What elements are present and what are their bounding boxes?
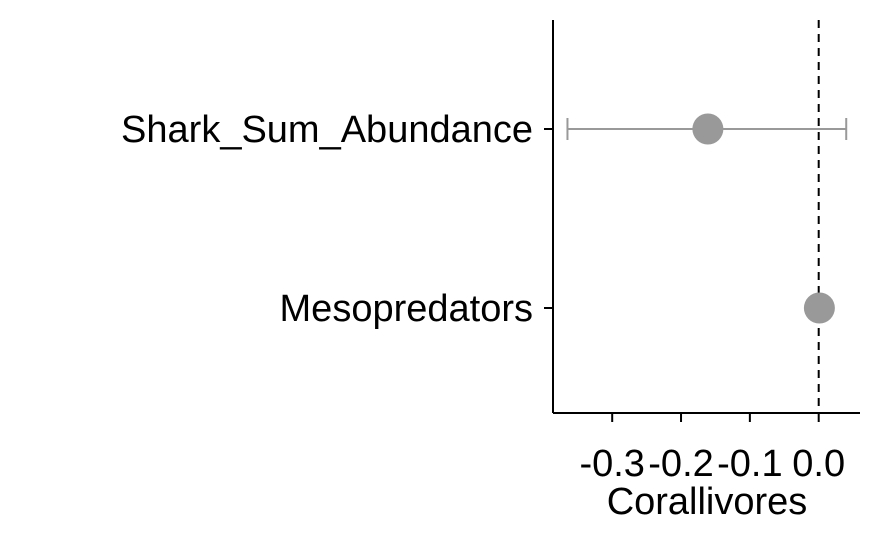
point-layer	[692, 113, 835, 324]
y-tick-label: Mesopredators	[280, 288, 533, 330]
x-tick-label: 0.0	[792, 443, 845, 485]
x-tick-label: -0.1	[717, 443, 782, 485]
x-tick-label: -0.3	[579, 443, 644, 485]
estimate-point	[803, 292, 835, 324]
estimate-point	[692, 113, 724, 145]
x-axis-ticks: -0.3 -0.2 -0.1 0.0	[579, 413, 845, 485]
x-axis-title: Corallivores	[607, 481, 808, 523]
y-axis-ticks: Shark_Sum_Abundance Mesopredators	[121, 109, 553, 330]
x-tick-label: -0.2	[648, 443, 713, 485]
y-tick-label: Shark_Sum_Abundance	[121, 109, 533, 151]
errorbar-layer	[566, 118, 848, 319]
